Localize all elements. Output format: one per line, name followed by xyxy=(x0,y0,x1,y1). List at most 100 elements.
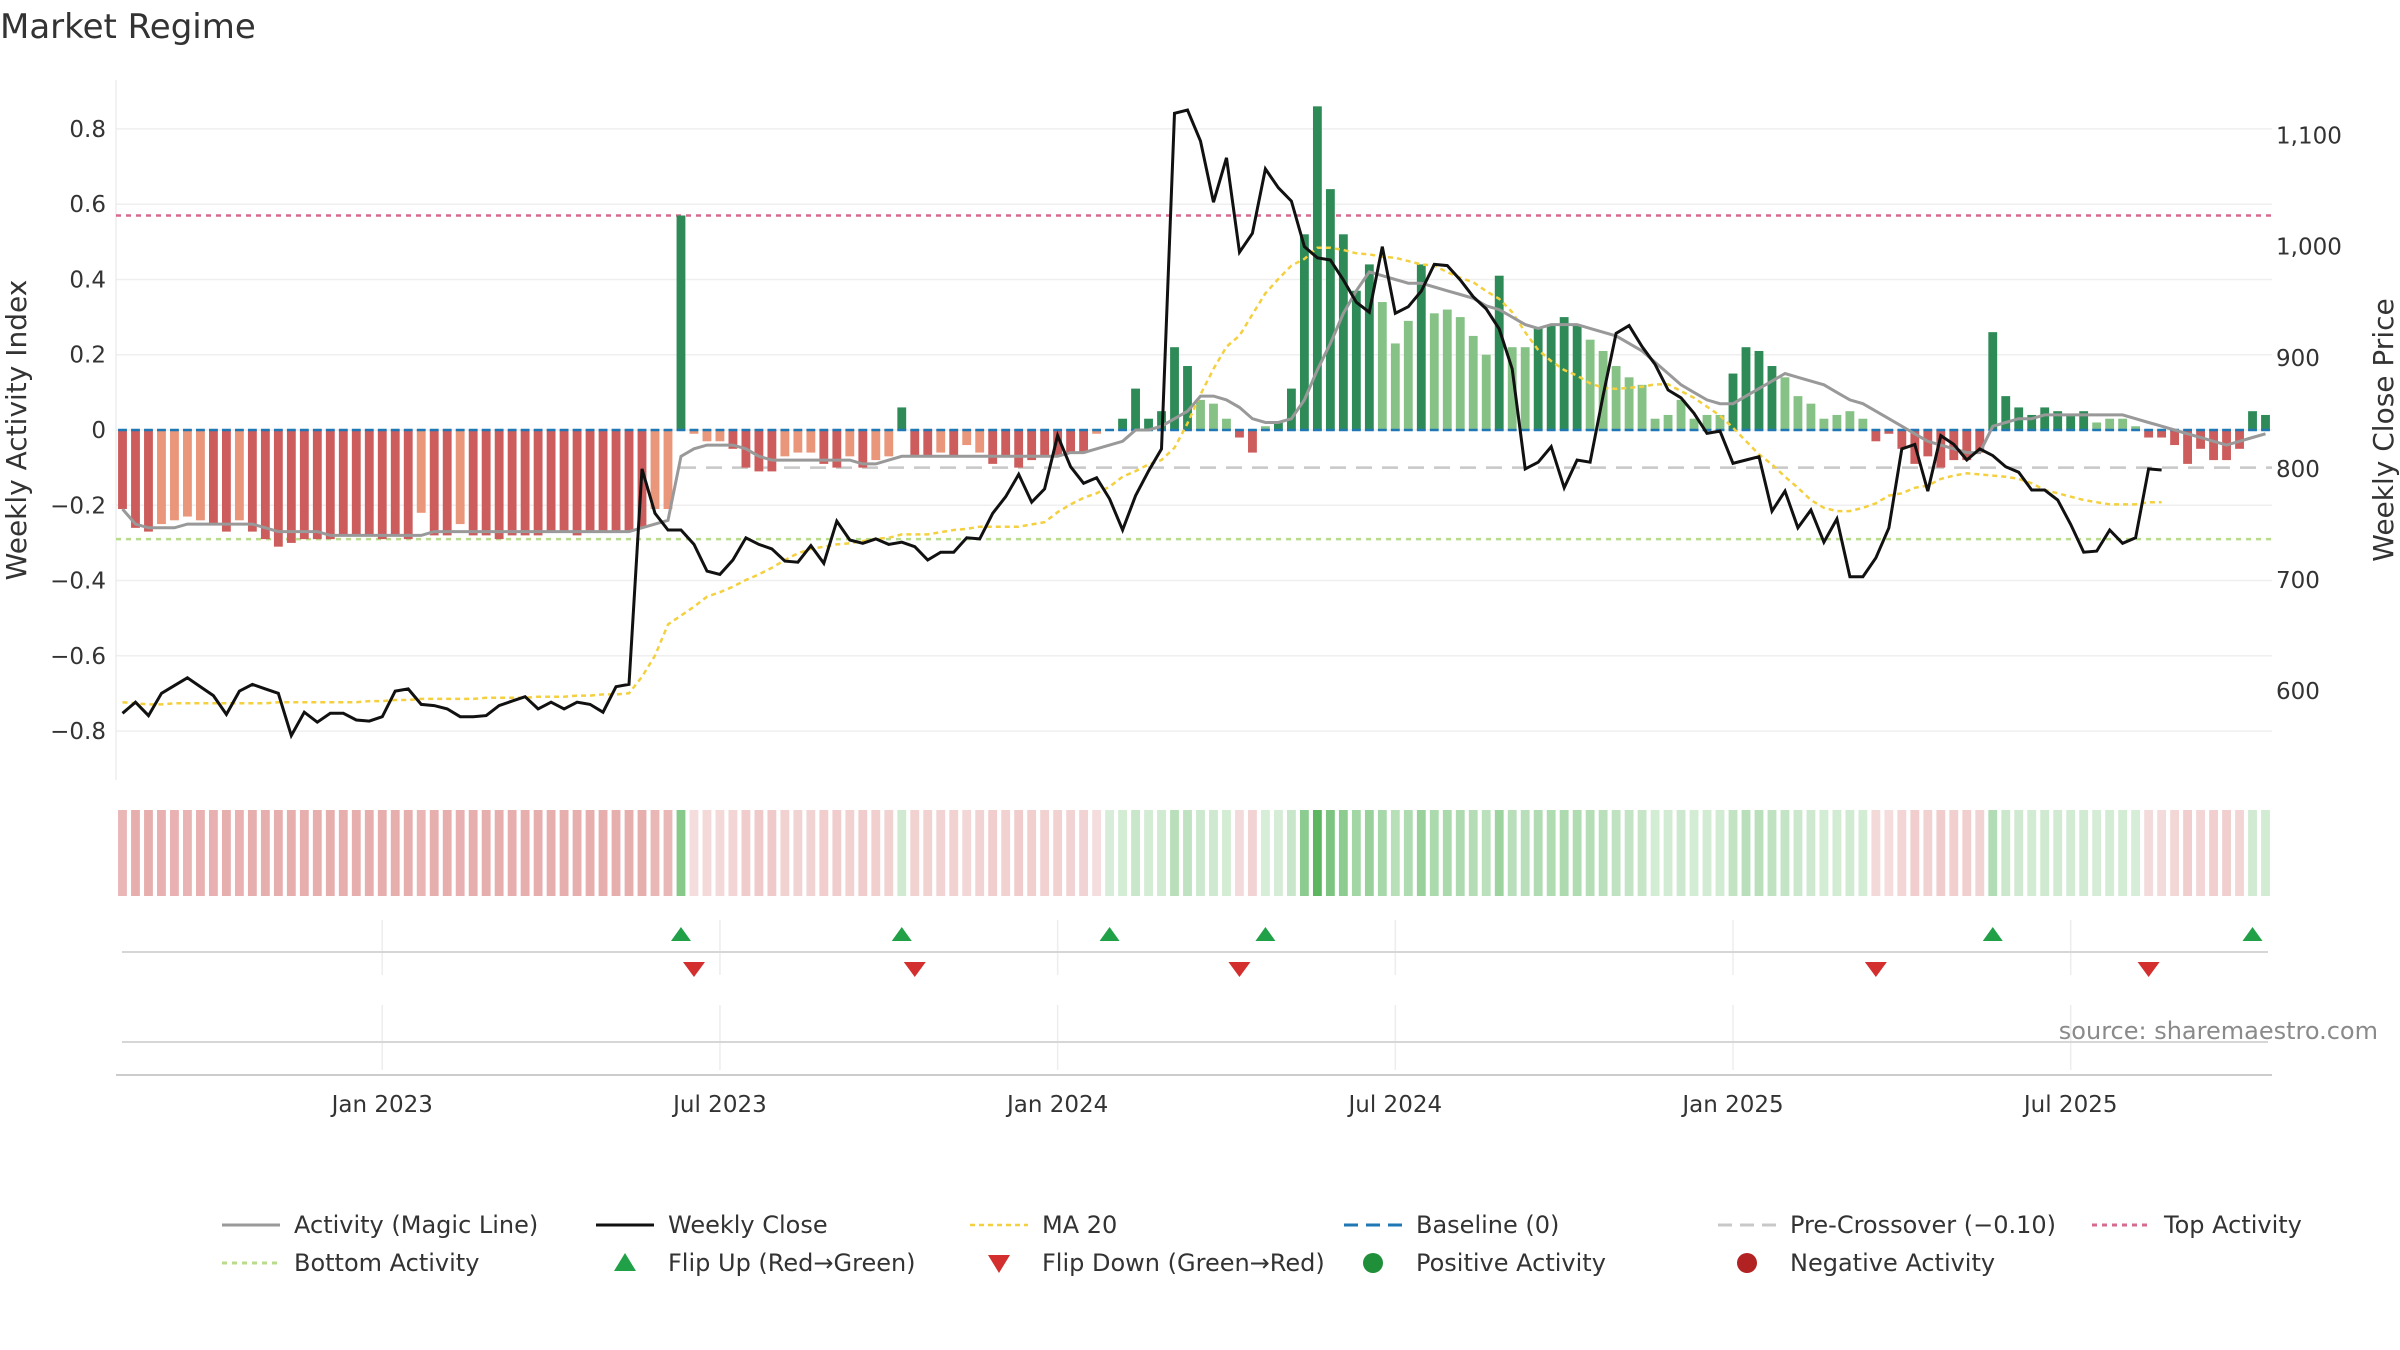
activity-bar xyxy=(196,430,205,521)
activity-bar xyxy=(1897,430,1907,449)
regime-strip-cell xyxy=(1286,810,1296,896)
activity-bar xyxy=(338,430,348,536)
activity-bar xyxy=(533,430,543,536)
activity-bar xyxy=(1144,418,1153,430)
activity-bar xyxy=(806,430,816,453)
regime-strip-cell xyxy=(1923,810,1933,896)
activity-bar xyxy=(1663,414,1673,430)
regime-strip-cell xyxy=(234,810,244,896)
regime-strip-cell xyxy=(2079,810,2089,896)
activity-bar xyxy=(2092,422,2102,430)
flip-down-marker xyxy=(682,962,705,977)
regime-strip-cell xyxy=(1299,810,1309,896)
regime-strip-cell xyxy=(455,810,465,896)
y-tick-label: 0.6 xyxy=(69,192,106,218)
activity-bar xyxy=(793,430,803,453)
activity-bar xyxy=(2001,396,2011,430)
regime-strip-cell xyxy=(884,810,894,896)
regime-strip-cell xyxy=(1131,810,1140,896)
activity-bar xyxy=(1455,317,1465,430)
activity-bar xyxy=(442,430,452,536)
activity-bar xyxy=(131,430,140,528)
regime-strip-cell xyxy=(1377,810,1387,896)
activity-bar xyxy=(923,430,933,457)
regime-strip-cell xyxy=(2105,810,2115,896)
y2-tick-label: 900 xyxy=(2276,346,2320,372)
activity-bar xyxy=(1858,418,1868,430)
activity-bar xyxy=(1092,430,1102,434)
regime-strip-cell xyxy=(1222,810,1231,896)
x-tick-label: Jul 2024 xyxy=(1347,1092,1443,1118)
regime-strip-cell xyxy=(2261,810,2270,896)
regime-strip-cell xyxy=(1390,810,1400,896)
activity-bar xyxy=(546,430,556,532)
activity-bar xyxy=(2040,407,2050,430)
activity-bar xyxy=(1286,388,1296,430)
flip-up-marker xyxy=(891,927,912,941)
activity-bar xyxy=(689,430,699,434)
y-tick-label: 0 xyxy=(91,418,106,444)
activity-bar xyxy=(1235,430,1244,438)
activity-bar xyxy=(1845,411,1855,430)
activity-bar xyxy=(1351,290,1361,430)
activity-bar xyxy=(2105,418,2115,430)
regime-strip-cell xyxy=(1845,810,1855,896)
activity-bar xyxy=(2118,418,2128,430)
regime-strip-cell xyxy=(131,810,140,896)
chart-title: Market Regime xyxy=(0,7,256,47)
activity-bar xyxy=(286,430,296,543)
regime-strip-cell xyxy=(1066,810,1076,896)
activity-bar xyxy=(1468,335,1478,430)
regime-strip-cell xyxy=(832,810,842,896)
activity-bar xyxy=(1819,418,1829,430)
activity-bar xyxy=(1715,414,1725,430)
regime-strip-cell xyxy=(1364,810,1374,896)
activity-bar xyxy=(1248,430,1257,453)
x-tick-label: Jul 2023 xyxy=(671,1092,767,1118)
activity-bar xyxy=(845,430,855,457)
activity-bar xyxy=(1806,403,1816,430)
regime-strip-cell xyxy=(611,810,621,896)
activity-bar xyxy=(949,430,959,457)
legend-label: Flip Up (Red→Green) xyxy=(668,1249,916,1277)
magic-line xyxy=(121,270,2266,537)
regime-strip-cell xyxy=(1546,810,1556,896)
regime-strip-cell xyxy=(1663,810,1673,896)
activity-bar xyxy=(312,430,322,540)
regime-strip-cell xyxy=(546,810,556,896)
regime-strip-cell xyxy=(1520,810,1530,896)
activity-bar xyxy=(157,430,166,525)
regime-strip-cell xyxy=(403,810,413,896)
regime-strip-cell xyxy=(533,810,543,896)
activity-bar xyxy=(468,430,478,536)
legend-label: MA 20 xyxy=(1042,1211,1117,1239)
activity-bar xyxy=(702,430,712,442)
activity-bar xyxy=(390,430,400,536)
regime-strip-cell xyxy=(598,810,608,896)
activity-bar xyxy=(494,430,504,540)
regime-strip-cell xyxy=(1754,810,1764,896)
activity-bar xyxy=(1001,430,1011,457)
regime-strip-cell xyxy=(1027,810,1037,896)
activity-bar xyxy=(1325,189,1335,430)
activity-bar xyxy=(1793,396,1803,430)
activity-bar xyxy=(1871,430,1881,442)
regime-strip-cell xyxy=(1040,810,1050,896)
regime-strip-cell xyxy=(416,810,426,896)
activity-bar xyxy=(2027,414,2037,430)
activity-bar xyxy=(715,430,725,442)
activity-bar xyxy=(1546,324,1556,430)
activity-bar xyxy=(910,430,920,457)
y-tick-label: 0.4 xyxy=(69,267,106,293)
regime-strip-cell xyxy=(1897,810,1907,896)
regime-strip-cell xyxy=(1936,810,1946,896)
flip-down-marker xyxy=(1228,962,1251,977)
legend-dot-icon xyxy=(1737,1253,1757,1273)
regime-strip-cell xyxy=(689,810,699,896)
flip-down-marker xyxy=(2137,962,2160,977)
activity-bar xyxy=(1520,347,1530,430)
activity-bar xyxy=(559,430,569,532)
regime-strip-cell xyxy=(481,810,491,896)
activity-bar xyxy=(1611,366,1621,430)
activity-bar xyxy=(2053,411,2063,430)
